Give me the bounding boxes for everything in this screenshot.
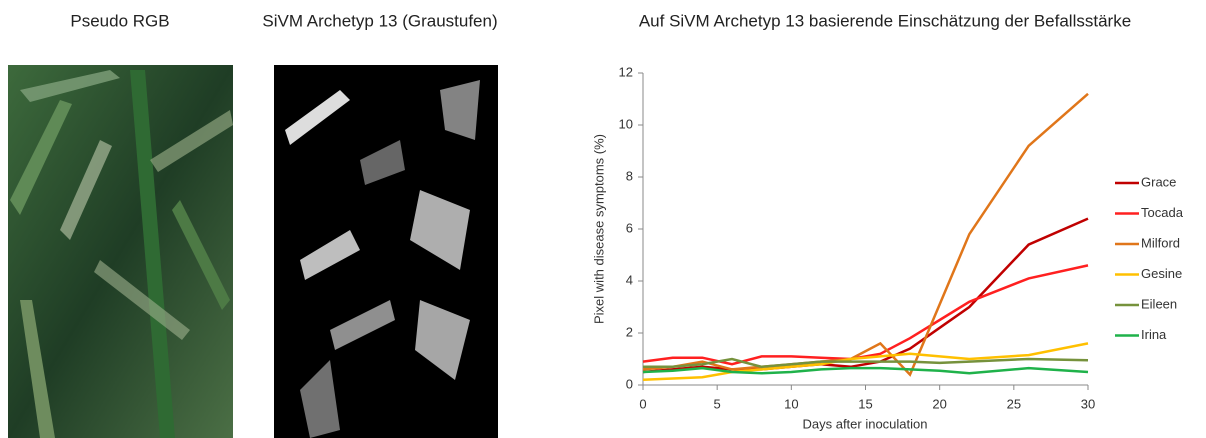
legend-label: Eileen	[1141, 296, 1177, 311]
series-line	[642, 217, 1089, 374]
y-tick-label: 4	[626, 272, 633, 287]
y-tick-label: 10	[619, 116, 633, 131]
x-tick-label: 30	[1081, 396, 1095, 411]
y-tick-label: 2	[626, 324, 633, 339]
x-tick-label: 10	[784, 396, 798, 411]
panel-title: Auf SiVM Archetyp 13 basierende Einschät…	[639, 11, 1131, 30]
legend-label: Irina	[1141, 327, 1167, 342]
series-line	[643, 357, 1089, 369]
series-line	[642, 92, 1089, 377]
x-tick-label: 15	[858, 396, 872, 411]
rgb-image	[8, 65, 233, 438]
x-tick-label: 0	[639, 396, 646, 411]
panel-title: Pseudo RGB	[70, 11, 169, 30]
legend-label: Milford	[1141, 235, 1180, 250]
series-line	[642, 264, 1089, 366]
x-tick-label: 25	[1007, 396, 1021, 411]
y-tick-label: 8	[626, 168, 633, 183]
legend-label: Grace	[1141, 174, 1176, 189]
y-tick-label: 6	[626, 220, 633, 235]
y-tick-label: 12	[619, 64, 633, 79]
legend-label: Gesine	[1141, 266, 1182, 281]
x-tick-label: 20	[932, 396, 946, 411]
grayscale-image	[274, 65, 498, 438]
x-axis-title: Days after inoculation	[802, 416, 927, 431]
panel-title: SiVM Archetyp 13 (Graustufen)	[262, 11, 497, 30]
x-tick-label: 5	[714, 396, 721, 411]
series-line	[642, 366, 1089, 375]
legend-label: Tocada	[1141, 205, 1184, 220]
y-tick-label: 0	[626, 376, 633, 391]
y-axis-title: Pixel with disease symptoms (%)	[591, 134, 606, 324]
